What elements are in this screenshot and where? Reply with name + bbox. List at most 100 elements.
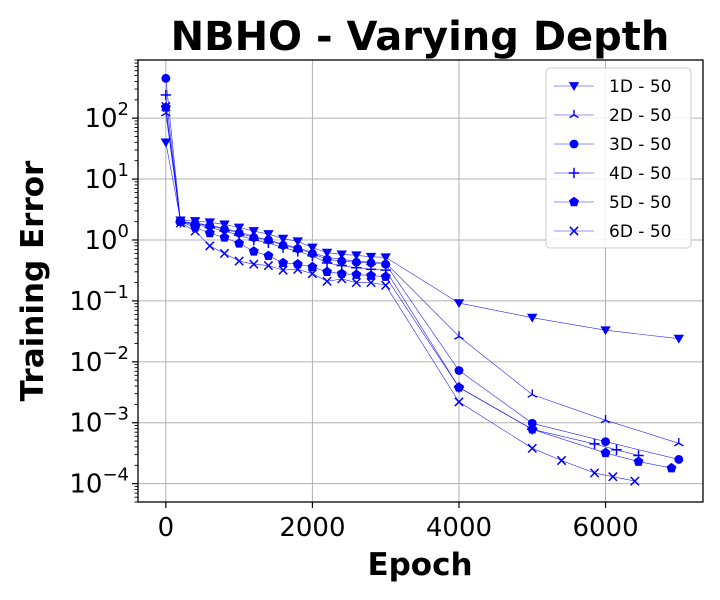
marker-plus	[160, 89, 172, 101]
marker-plus	[307, 250, 318, 261]
marker-pentagon	[248, 246, 259, 256]
y-tick-label: 100	[84, 221, 129, 256]
legend-label: 1D - 50	[609, 77, 671, 97]
marker-x	[190, 226, 200, 236]
marker-x	[337, 274, 347, 284]
marker-tri-up	[600, 415, 611, 424]
marker-pentagon	[204, 227, 215, 238]
marker-x	[556, 455, 567, 466]
marker-x	[527, 443, 537, 454]
marker-pentagon	[366, 270, 376, 280]
legend-box	[545, 67, 692, 249]
marker-circle	[381, 259, 391, 269]
legend-item: 5D - 50	[554, 193, 671, 213]
marker-tri-up	[454, 331, 464, 340]
marker-x	[219, 248, 230, 259]
y-axis-label: Training Error	[15, 160, 51, 401]
legend-item: 1D - 50	[554, 77, 671, 97]
marker-pentagon	[380, 271, 391, 281]
plot-area-frame	[137, 59, 704, 503]
marker-x	[454, 397, 464, 407]
marker-x	[307, 268, 318, 279]
marker-pentagon	[351, 269, 362, 279]
marker-circle	[527, 418, 537, 428]
series-3d	[161, 73, 684, 464]
marker-triangle-down	[263, 230, 274, 240]
legend-item: 2D - 50	[554, 106, 671, 126]
y-tick-label: 10−3	[69, 404, 129, 439]
x-tick-label: 4000	[426, 513, 492, 543]
marker-pentagon	[278, 257, 289, 268]
series-layer	[160, 73, 685, 486]
y-tick-label: 102	[84, 99, 129, 134]
marker-circle	[454, 366, 464, 375]
marker-plus	[292, 246, 303, 257]
marker-x	[249, 259, 259, 269]
marker-pentagon	[292, 259, 303, 269]
series-line	[165, 106, 635, 482]
x-tick-label: 0	[158, 513, 175, 543]
marker-x	[234, 256, 244, 266]
marker-x	[293, 264, 303, 274]
marker-pentagon	[633, 456, 644, 466]
marker-x	[366, 277, 376, 288]
legend-label: 5D - 50	[609, 193, 671, 213]
marker-x	[161, 101, 171, 112]
y-tick-label: 10−4	[69, 465, 129, 500]
x-tick-label: 6000	[572, 513, 638, 543]
chart-title: NBHO - Varying Depth	[171, 14, 670, 60]
y-tick-label: 10−2	[69, 343, 129, 378]
marker-pentagon	[569, 196, 579, 207]
x-axis-label: Epoch	[367, 547, 472, 583]
legend: 1D - 50 2D - 50 3D - 50 4D - 50 5D - 50 6D - …	[545, 67, 692, 249]
marker-x	[630, 476, 640, 486]
marker-x	[322, 276, 332, 286]
marker-pentagon	[234, 238, 245, 248]
axis-ticks: 0 2000 4000 6000 10−4 10−3 10−2 10−1 100 101 102	[69, 59, 639, 543]
marker-plus	[611, 444, 622, 455]
marker-plus	[568, 167, 580, 179]
marker-pentagon	[307, 261, 318, 272]
marker-x	[608, 472, 618, 482]
legend-item: 6D - 50	[554, 222, 671, 242]
marker-triangle-down	[673, 334, 685, 344]
legend-item: 4D - 50	[554, 164, 671, 184]
marker-triangle-down	[160, 138, 172, 148]
marker-plus	[277, 242, 289, 253]
marker-x	[569, 226, 579, 236]
marker-circle	[366, 258, 376, 268]
series-6d	[161, 101, 640, 486]
y-tick-label: 101	[84, 160, 129, 195]
marker-plus	[589, 438, 600, 450]
marker-triangle-down	[351, 251, 362, 261]
marker-x	[278, 265, 288, 275]
marker-triangle-down	[527, 313, 538, 323]
marker-x	[589, 468, 600, 478]
marker-pentagon	[600, 447, 611, 458]
marker-pentagon	[666, 462, 677, 473]
marker-tri-up	[569, 109, 579, 119]
marker-circle	[161, 73, 171, 83]
marker-pentagon	[527, 424, 538, 434]
marker-pentagon	[263, 250, 274, 261]
marker-x	[205, 241, 215, 251]
legend-item: 3D - 50	[554, 135, 671, 155]
marker-circle	[569, 139, 579, 149]
marker-triangle-down	[568, 82, 580, 91]
marker-x	[263, 260, 274, 271]
legend-label: 4D - 50	[609, 164, 671, 184]
marker-plus	[263, 237, 274, 248]
marker-tri-up	[527, 389, 538, 398]
marker-pentagon	[322, 266, 333, 277]
marker-pentagon	[219, 232, 230, 242]
marker-circle	[674, 454, 684, 464]
marker-circle	[351, 257, 361, 267]
marker-pentagon	[454, 382, 464, 392]
x-tick-label: 2000	[279, 513, 345, 543]
marker-triangle-down	[453, 299, 465, 309]
legend-label: 6D - 50	[609, 222, 671, 242]
legend-label: 3D - 50	[609, 135, 671, 155]
marker-triangle-down	[600, 326, 611, 336]
marker-x	[351, 277, 362, 288]
